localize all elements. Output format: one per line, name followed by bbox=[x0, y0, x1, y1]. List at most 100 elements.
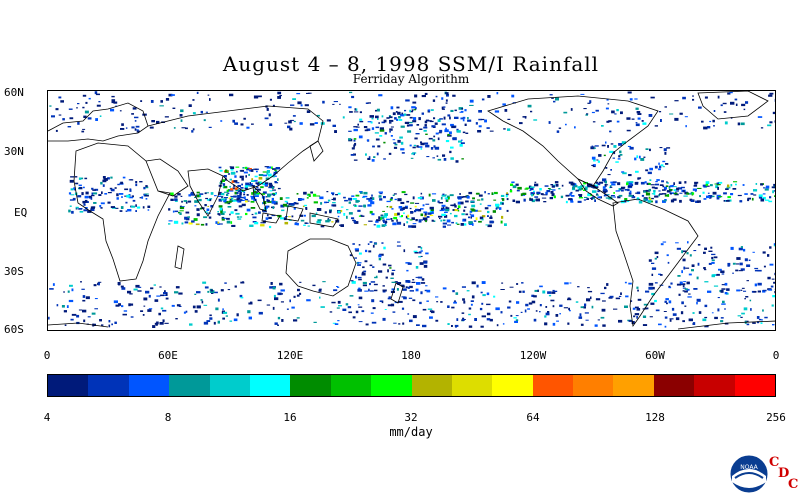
rain-pixel bbox=[442, 108, 445, 110]
rain-pixel bbox=[245, 182, 250, 186]
rain-pixel bbox=[445, 127, 447, 130]
rain-pixel bbox=[349, 254, 352, 257]
rain-pixel bbox=[120, 128, 125, 130]
rain-pixel bbox=[267, 166, 271, 169]
rain-pixel bbox=[401, 307, 405, 310]
rain-pixel bbox=[434, 122, 438, 125]
rain-pixel bbox=[320, 202, 323, 205]
rain-pixel bbox=[271, 200, 276, 204]
rain-pixel bbox=[131, 195, 134, 198]
rain-pixel bbox=[78, 309, 83, 311]
rain-pixel bbox=[270, 282, 273, 285]
rain-pixel bbox=[568, 198, 573, 201]
rain-pixel bbox=[391, 281, 396, 283]
chart-title: August 4 – 8, 1998 SSM/I Rainfall bbox=[222, 52, 600, 76]
rain-pixel bbox=[435, 132, 439, 135]
rain-pixel bbox=[727, 196, 731, 199]
rain-pixel bbox=[415, 266, 419, 269]
rain-pixel bbox=[358, 244, 361, 246]
rain-pixel bbox=[83, 203, 86, 206]
rain-pixel bbox=[370, 281, 376, 283]
rain-pixel bbox=[316, 114, 320, 117]
rain-pixel bbox=[591, 156, 596, 160]
rain-pixel bbox=[707, 192, 710, 194]
rain-pixel bbox=[403, 206, 408, 209]
rain-pixel bbox=[164, 322, 169, 324]
rain-pixel bbox=[640, 158, 645, 161]
rain-pixel bbox=[414, 137, 418, 140]
rain-pixel bbox=[521, 282, 524, 284]
rain-pixel bbox=[697, 262, 700, 266]
rain-pixel bbox=[480, 291, 483, 294]
rain-pixel bbox=[462, 131, 466, 134]
rain-pixel bbox=[645, 191, 648, 193]
rain-pixel bbox=[440, 219, 443, 222]
rain-pixel bbox=[484, 207, 489, 210]
rain-pixel bbox=[531, 300, 536, 304]
rain-pixel bbox=[437, 200, 440, 203]
rain-pixel bbox=[757, 290, 761, 293]
rain-pixel bbox=[286, 308, 289, 310]
rain-pixel bbox=[604, 184, 607, 187]
rain-pixel bbox=[407, 286, 410, 289]
rain-pixel bbox=[741, 103, 746, 107]
rain-pixel bbox=[420, 142, 425, 146]
rain-pixel bbox=[263, 201, 267, 204]
rain-pixel bbox=[134, 128, 137, 131]
rain-pixel bbox=[718, 196, 723, 198]
rain-pixel bbox=[93, 192, 98, 195]
rain-pixel bbox=[702, 184, 707, 187]
rain-pixel bbox=[110, 108, 115, 112]
rain-pixel bbox=[489, 216, 493, 219]
rain-pixel bbox=[336, 307, 340, 309]
rain-pixel bbox=[609, 185, 612, 188]
rain-pixel bbox=[103, 178, 108, 181]
rain-pixel bbox=[453, 209, 458, 212]
rain-pixel bbox=[425, 144, 430, 148]
rain-pixel bbox=[243, 117, 246, 120]
rain-pixel bbox=[530, 192, 535, 195]
rain-pixel bbox=[396, 118, 398, 121]
rain-pixel bbox=[209, 98, 211, 101]
rain-pixel bbox=[673, 189, 677, 192]
rain-pixel bbox=[471, 281, 476, 285]
rain-pixel bbox=[100, 181, 103, 185]
rain-pixel bbox=[250, 180, 255, 182]
rain-pixel bbox=[384, 213, 388, 216]
rain-pixel bbox=[220, 289, 224, 292]
rain-pixel bbox=[421, 112, 424, 115]
rain-pixel bbox=[68, 192, 72, 195]
rain-pixel bbox=[392, 139, 396, 141]
rain-pixel bbox=[707, 126, 711, 129]
rain-pixel bbox=[603, 190, 607, 194]
colorbar-swatch-8 bbox=[371, 375, 412, 396]
rain-pixel bbox=[618, 319, 623, 323]
rain-pixel bbox=[271, 186, 274, 189]
rain-pixel bbox=[586, 298, 591, 302]
rain-pixel bbox=[204, 286, 209, 289]
rain-pixel bbox=[563, 111, 568, 114]
rain-pixel bbox=[78, 177, 82, 180]
rain-pixel bbox=[257, 188, 261, 191]
rain-pixel bbox=[147, 309, 152, 312]
rain-pixel bbox=[648, 259, 652, 262]
rain-pixel bbox=[348, 130, 352, 132]
rain-pixel bbox=[447, 114, 451, 117]
rain-pixel bbox=[392, 112, 396, 116]
rain-pixel bbox=[99, 205, 102, 208]
rain-pixel bbox=[248, 173, 250, 176]
rain-pixel bbox=[69, 284, 73, 287]
rain-pixel bbox=[220, 180, 223, 182]
rain-pixel bbox=[269, 190, 273, 192]
rain-pixel bbox=[541, 197, 547, 199]
rain-pixel bbox=[597, 190, 600, 193]
rain-pixel bbox=[750, 193, 754, 195]
rain-pixel bbox=[160, 294, 165, 297]
rain-pixel bbox=[143, 297, 148, 301]
rain-pixel bbox=[236, 313, 239, 317]
rain-pixel bbox=[84, 110, 89, 114]
rain-pixel bbox=[221, 196, 224, 198]
rain-pixel bbox=[417, 276, 423, 279]
rain-pixel bbox=[98, 101, 101, 103]
rain-pixel bbox=[358, 135, 363, 139]
